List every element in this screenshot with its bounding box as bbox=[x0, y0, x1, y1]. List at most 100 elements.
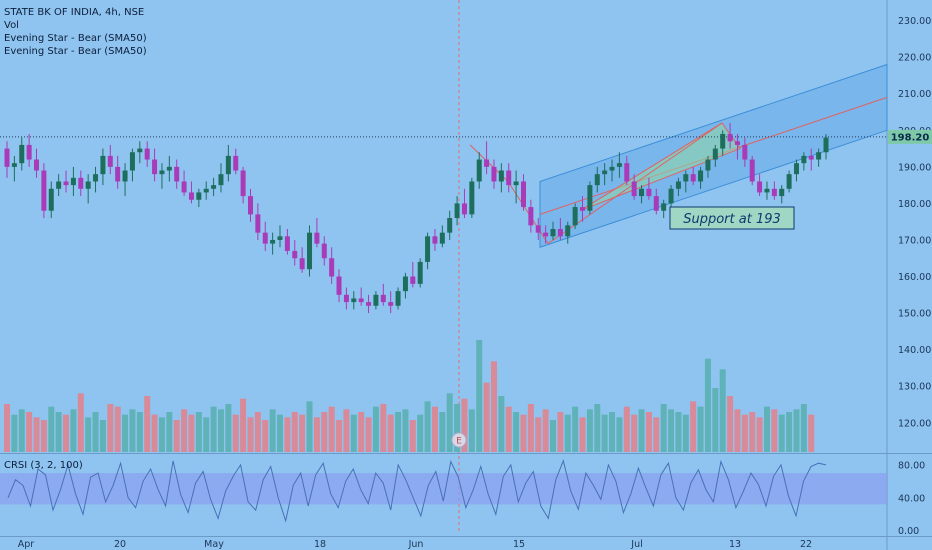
indicator-label-1[interactable]: Evening Star - Bear (SMA50) bbox=[4, 33, 147, 44]
candle-body bbox=[661, 203, 667, 211]
time-tick-label: 20 bbox=[114, 539, 126, 550]
volume-bar bbox=[424, 401, 431, 452]
last-price-value: 198.20 bbox=[891, 132, 930, 143]
candle-body bbox=[513, 181, 519, 186]
candle-body bbox=[277, 236, 283, 240]
candle-body bbox=[749, 159, 755, 182]
candle-body bbox=[528, 207, 534, 226]
candle-body bbox=[535, 225, 541, 233]
volume-indicator-label[interactable]: Vol bbox=[4, 20, 19, 31]
candle-body bbox=[93, 174, 99, 182]
candle-body bbox=[720, 133, 726, 149]
candle-body bbox=[292, 250, 298, 259]
volume-bar bbox=[520, 414, 527, 452]
price-tick-label: 210.00 bbox=[898, 89, 931, 100]
volume-bar bbox=[417, 414, 424, 452]
candle-body bbox=[307, 232, 313, 270]
volume-bar bbox=[240, 398, 247, 452]
candle-body bbox=[801, 155, 807, 164]
candle-body bbox=[129, 152, 135, 171]
volume-bar bbox=[719, 369, 726, 452]
candle-body bbox=[447, 218, 453, 233]
volume-bar bbox=[210, 406, 217, 452]
volume-bar bbox=[350, 414, 357, 452]
volume-bar bbox=[136, 412, 143, 452]
candle-body bbox=[225, 155, 231, 175]
volume-bar bbox=[402, 409, 409, 452]
event-marker[interactable] bbox=[451, 432, 467, 448]
volume-bar bbox=[4, 404, 10, 452]
volume-bar bbox=[365, 417, 372, 452]
volume-bar bbox=[254, 412, 261, 452]
crsi-pane-label[interactable]: CRSI (3, 2, 100) bbox=[4, 460, 83, 471]
volume-bar bbox=[653, 417, 660, 452]
candle-body bbox=[764, 188, 770, 193]
candle-body bbox=[78, 177, 84, 189]
candle-body bbox=[668, 188, 674, 204]
volume-bar bbox=[756, 417, 763, 452]
volume-bar bbox=[409, 420, 416, 452]
volume-bar bbox=[262, 420, 269, 452]
price-tick-label: 230.00 bbox=[898, 16, 931, 27]
volume-bar bbox=[498, 396, 505, 452]
volume-bar bbox=[321, 412, 328, 452]
candle-body bbox=[742, 144, 748, 160]
volume-bar bbox=[217, 409, 224, 452]
volume-bar bbox=[579, 417, 586, 452]
candle-body bbox=[624, 163, 630, 182]
chart-legend: STATE BK OF INDIA, 4h, NSE Vol Evening S… bbox=[4, 6, 147, 58]
volume-bar bbox=[158, 417, 165, 452]
candle-body bbox=[410, 276, 416, 284]
volume-bar bbox=[741, 414, 748, 452]
candle-body bbox=[388, 302, 394, 306]
candle-body bbox=[808, 155, 814, 160]
volume-bar bbox=[690, 401, 697, 452]
candle-body bbox=[48, 188, 54, 211]
time-tick-label: Jun bbox=[408, 539, 424, 550]
volume-bar bbox=[557, 412, 564, 452]
symbol-title[interactable]: STATE BK OF INDIA, 4h, NSE bbox=[4, 7, 145, 18]
volume-bar bbox=[763, 406, 770, 452]
candle-body bbox=[115, 166, 121, 182]
candle-body bbox=[543, 232, 549, 237]
price-tick-label: 160.00 bbox=[898, 272, 931, 283]
volume-bar bbox=[225, 404, 232, 452]
volume-bar bbox=[387, 414, 394, 452]
volume-bar bbox=[85, 417, 92, 452]
candle-body bbox=[506, 170, 512, 186]
volume-bar bbox=[454, 404, 461, 452]
candle-body bbox=[284, 236, 290, 251]
candle-body bbox=[336, 276, 342, 295]
volume-bar bbox=[306, 401, 313, 452]
candle-body bbox=[4, 148, 10, 167]
volume-bar bbox=[468, 409, 475, 452]
crsi-tick-label: 80.00 bbox=[898, 460, 925, 471]
volume-bar bbox=[48, 406, 55, 452]
candle-body bbox=[152, 159, 158, 175]
volume-bar bbox=[505, 406, 512, 452]
candle-body bbox=[771, 188, 777, 197]
candle-body bbox=[734, 141, 740, 145]
indicator-label-2[interactable]: Evening Star - Bear (SMA50) bbox=[4, 46, 147, 57]
candle-body bbox=[572, 207, 578, 226]
candle-body bbox=[85, 181, 91, 189]
candle-body bbox=[698, 170, 704, 182]
candle-body bbox=[616, 163, 622, 167]
candle-body bbox=[380, 294, 386, 303]
candle-body bbox=[402, 276, 408, 292]
candle-body bbox=[122, 170, 128, 182]
candle-body bbox=[70, 177, 76, 186]
volume-bar bbox=[461, 398, 468, 452]
candle-body bbox=[823, 137, 829, 153]
volume-bar bbox=[572, 406, 579, 452]
volume-bar bbox=[682, 414, 689, 452]
annotation-text: Support at 193 bbox=[683, 212, 781, 227]
candle-body bbox=[602, 170, 608, 175]
price-tick-label: 180.00 bbox=[898, 199, 931, 210]
time-tick-label: 13 bbox=[729, 539, 741, 550]
time-tick-label: Jul bbox=[630, 539, 642, 550]
candle-body bbox=[690, 174, 696, 182]
volume-bar bbox=[771, 409, 778, 452]
